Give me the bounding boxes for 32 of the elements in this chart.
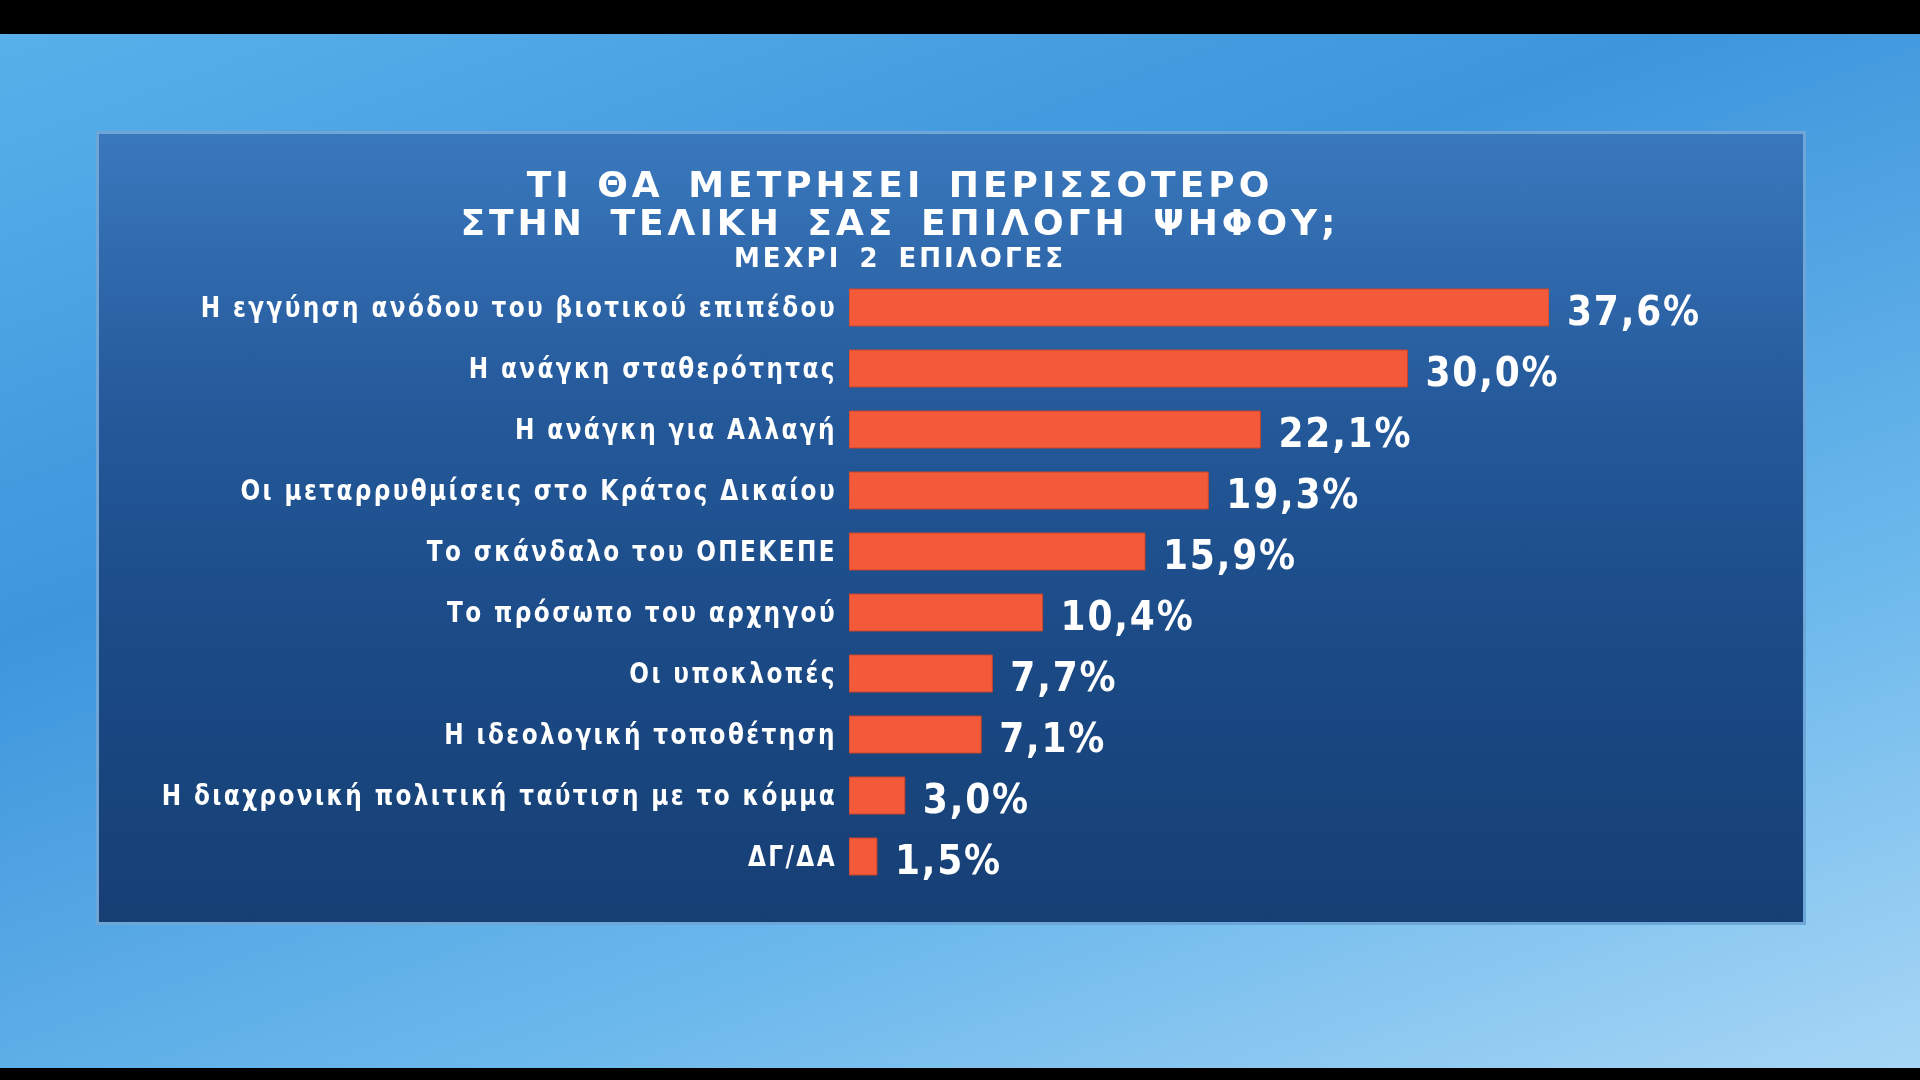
data-label: 37,6%: [1567, 288, 1701, 335]
y-tick-label: Οι υποκλοπές: [629, 656, 837, 691]
y-tick-label: Η ανάγκη σταθερότητας: [468, 351, 837, 386]
data-label: 19,3%: [1226, 471, 1361, 518]
bar: [849, 349, 1409, 388]
y-tick-label: Η διαχρονική πολιτική ταύτιση με το κόμμα: [161, 778, 837, 813]
data-label: 30,0%: [1425, 349, 1560, 396]
y-tick-label: Το σκάνδαλο του ΟΠΕΚΕΠΕ: [426, 534, 837, 569]
data-label: 7,1%: [999, 715, 1107, 762]
y-tick-label: ΔΓ/ΔΑ: [747, 839, 837, 874]
chart-subtitle: ΜΕΧΡΙ 2 ΕΠΙΛΟΓΕΣ: [732, 242, 1068, 274]
data-label: 10,4%: [1060, 593, 1195, 640]
data-label: 7,7%: [1010, 654, 1118, 701]
bar: [849, 715, 982, 754]
bar: [849, 776, 906, 815]
bar: [849, 654, 993, 693]
bar: [849, 593, 1044, 632]
data-label: 3,0%: [922, 776, 1030, 823]
data-label: 22,1%: [1278, 410, 1413, 457]
y-tick-label: Η ιδεολογική τοποθέτηση: [444, 717, 837, 752]
y-tick-label: Το πρόσωπο του αρχηγού: [447, 595, 837, 630]
chart-title: ΤΙ ΘΑ ΜΕΤΡΗΣΕΙ ΠΕΡΙΣΣΟΤΕΡΟ ΣΤΗΝ ΤΕΛΙΚΗ ΣΑΣ ΕΠΙΛΟΓΗ ΨΗΦΟΥ;: [460, 164, 1340, 243]
bar: [849, 471, 1209, 510]
bar: [849, 532, 1146, 571]
y-tick-label: Η εγγύηση ανόδου του βιοτικού επιπέδου: [200, 290, 837, 325]
bar: [849, 288, 1549, 327]
y-tick-label: Οι μεταρρυθμίσεις στο Κράτος Δικαίου: [240, 473, 837, 508]
data-label: 1,5%: [894, 837, 1002, 884]
y-tick-label: Η ανάγκη για Αλλαγή: [515, 412, 837, 447]
data-label: 15,9%: [1163, 532, 1297, 579]
bar: [849, 410, 1261, 449]
bar: [849, 837, 878, 876]
